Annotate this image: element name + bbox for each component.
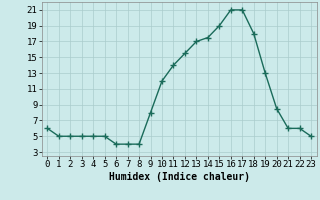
X-axis label: Humidex (Indice chaleur): Humidex (Indice chaleur) <box>109 172 250 182</box>
